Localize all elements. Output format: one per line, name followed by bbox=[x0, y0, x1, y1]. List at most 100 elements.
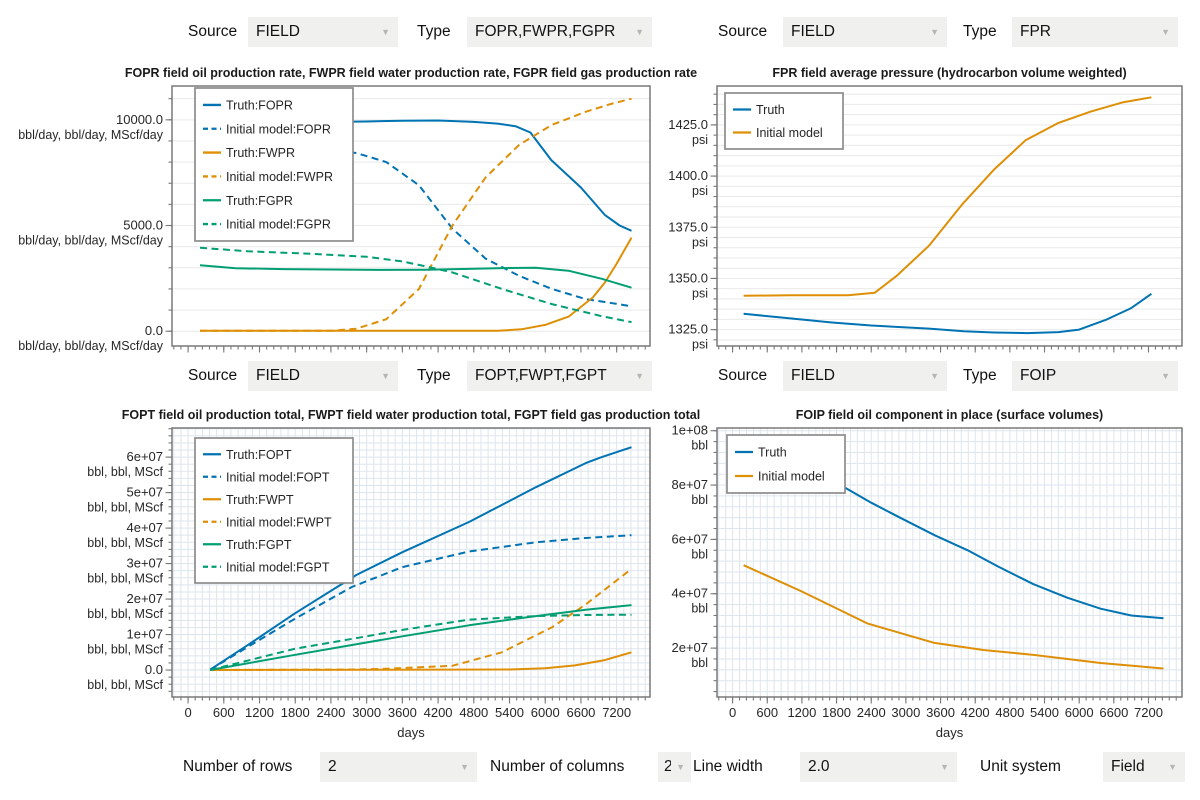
svg-text:Initial model:FGPT: Initial model:FGPT bbox=[226, 560, 330, 574]
svg-text:bbl, bbl, MScf: bbl, bbl, MScf bbox=[87, 643, 163, 657]
type-select-4-value: FOIP bbox=[1020, 367, 1057, 384]
type-select-4[interactable]: FOIP ▼ bbox=[1012, 361, 1178, 391]
unit-system-select-value: Field bbox=[1111, 758, 1145, 775]
dropdown-arrow-icon: ▼ bbox=[635, 27, 644, 37]
svg-text:Initial model:FWPT: Initial model:FWPT bbox=[226, 515, 332, 529]
svg-text:1200: 1200 bbox=[245, 705, 274, 720]
svg-text:bbl, bbl, MScf: bbl, bbl, MScf bbox=[87, 678, 163, 692]
svg-text:FPR field average pressure (hy: FPR field average pressure (hydrocarbon … bbox=[772, 66, 1126, 80]
svg-text:psi: psi bbox=[692, 184, 708, 198]
dropdown-arrow-icon: ▼ bbox=[930, 371, 939, 381]
svg-text:Initial model: Initial model bbox=[756, 126, 823, 140]
type-label: Type bbox=[417, 367, 451, 384]
svg-text:psi: psi bbox=[692, 133, 708, 147]
unit-system-select[interactable]: Field ▼ bbox=[1103, 752, 1185, 782]
svg-text:4200: 4200 bbox=[961, 705, 990, 720]
svg-text:8e+07: 8e+07 bbox=[671, 477, 708, 492]
svg-text:1800: 1800 bbox=[281, 705, 310, 720]
line-width-select-value: 2.0 bbox=[808, 758, 830, 775]
svg-text:bbl: bbl bbox=[691, 493, 708, 507]
line-width-select[interactable]: 2.0 ▼ bbox=[800, 752, 957, 782]
svg-text:psi: psi bbox=[692, 286, 708, 300]
number-of-columns-label: Number of columns bbox=[490, 758, 625, 775]
svg-text:Truth:FGPT: Truth:FGPT bbox=[226, 538, 292, 552]
svg-text:6600: 6600 bbox=[1099, 705, 1128, 720]
svg-text:Truth:FWPR: Truth:FWPR bbox=[226, 146, 295, 160]
type-select-1-value: FOPR,FWPR,FGPR bbox=[475, 23, 616, 40]
svg-text:bbl: bbl bbox=[691, 656, 708, 670]
svg-text:6000: 6000 bbox=[531, 705, 560, 720]
svg-text:3000: 3000 bbox=[352, 705, 381, 720]
svg-text:3000: 3000 bbox=[891, 705, 920, 720]
rows-select[interactable]: 2 ▼ bbox=[320, 752, 477, 782]
svg-text:days: days bbox=[936, 725, 964, 740]
svg-text:FOPT field oil production tota: FOPT field oil production total, FWPT fi… bbox=[122, 408, 700, 422]
svg-text:bbl/day, bbl/day, MScf/day: bbl/day, bbl/day, MScf/day bbox=[18, 339, 164, 353]
svg-text:6e+07: 6e+07 bbox=[671, 531, 708, 546]
dropdown-arrow-icon: ▼ bbox=[381, 371, 390, 381]
line-width-label: Line width bbox=[693, 758, 763, 775]
svg-text:5000.0: 5000.0 bbox=[123, 218, 163, 233]
source-select-4-value: FIELD bbox=[791, 367, 835, 384]
svg-text:7200: 7200 bbox=[602, 705, 631, 720]
svg-text:bbl: bbl bbox=[691, 439, 708, 453]
svg-text:Truth:FOPR: Truth:FOPR bbox=[226, 98, 293, 112]
svg-text:bbl, bbl, MScf: bbl, bbl, MScf bbox=[87, 572, 163, 586]
svg-text:Initial model:FWPR: Initial model:FWPR bbox=[226, 170, 333, 184]
source-select-3-value: FIELD bbox=[256, 367, 300, 384]
type-select-2[interactable]: FPR ▼ bbox=[1012, 17, 1178, 47]
chart-foip: 1e+08bbl8e+07bbl6e+07bbl4e+07bbl2e+07bbl… bbox=[671, 408, 1183, 740]
svg-text:Initial model:FOPT: Initial model:FOPT bbox=[226, 470, 330, 484]
unit-system-label: Unit system bbox=[980, 758, 1061, 775]
source-label: Source bbox=[188, 367, 238, 384]
type-select-3-value: FOPT,FWPT,FGPT bbox=[475, 367, 607, 384]
columns-select-value: 2 bbox=[664, 758, 672, 775]
svg-text:bbl, bbl, MScf: bbl, bbl, MScf bbox=[87, 607, 163, 621]
svg-text:1800: 1800 bbox=[822, 705, 851, 720]
svg-text:Truth: Truth bbox=[758, 446, 787, 460]
svg-text:Initial model:FGPR: Initial model:FGPR bbox=[226, 218, 331, 232]
svg-text:4800: 4800 bbox=[459, 705, 488, 720]
svg-text:4800: 4800 bbox=[995, 705, 1024, 720]
svg-text:10000.0: 10000.0 bbox=[116, 112, 163, 127]
svg-text:1e+07: 1e+07 bbox=[126, 627, 163, 642]
dropdown-arrow-icon: ▼ bbox=[930, 27, 939, 37]
svg-text:Initial model:FOPR: Initial model:FOPR bbox=[226, 122, 331, 136]
type-label: Type bbox=[417, 23, 451, 40]
dropdown-arrow-icon: ▼ bbox=[1161, 371, 1170, 381]
source-select-3[interactable]: FIELD ▼ bbox=[248, 361, 398, 391]
source-select-1-value: FIELD bbox=[256, 23, 300, 40]
svg-text:2400: 2400 bbox=[857, 705, 886, 720]
dropdown-arrow-icon: ▼ bbox=[1168, 762, 1177, 772]
type-select-1[interactable]: FOPR,FWPR,FGPR ▼ bbox=[467, 17, 652, 47]
source-label: Source bbox=[188, 23, 238, 40]
source-select-1[interactable]: FIELD ▼ bbox=[248, 17, 398, 47]
svg-text:1200: 1200 bbox=[787, 705, 816, 720]
svg-text:6000: 6000 bbox=[1065, 705, 1094, 720]
svg-text:bbl, bbl, MScf: bbl, bbl, MScf bbox=[87, 501, 163, 515]
svg-text:psi: psi bbox=[692, 338, 708, 352]
svg-text:1350.0: 1350.0 bbox=[668, 270, 708, 285]
type-select-3[interactable]: FOPT,FWPT,FGPT ▼ bbox=[467, 361, 652, 391]
svg-text:bbl, bbl, MScf: bbl, bbl, MScf bbox=[87, 536, 163, 550]
source-select-4[interactable]: FIELD ▼ bbox=[783, 361, 947, 391]
svg-text:bbl: bbl bbox=[691, 602, 708, 616]
number-of-rows-label: Number of rows bbox=[183, 758, 293, 775]
svg-text:0: 0 bbox=[729, 705, 736, 720]
svg-text:bbl/day, bbl/day, MScf/day: bbl/day, bbl/day, MScf/day bbox=[18, 234, 164, 248]
rows-select-value: 2 bbox=[328, 758, 337, 775]
svg-text:Truth:FGPR: Truth:FGPR bbox=[226, 194, 293, 208]
svg-text:4200: 4200 bbox=[424, 705, 453, 720]
dropdown-arrow-icon: ▼ bbox=[676, 762, 685, 772]
svg-text:1e+08: 1e+08 bbox=[671, 423, 708, 438]
svg-text:1400.0: 1400.0 bbox=[668, 168, 708, 183]
columns-select[interactable]: 2 ▼ bbox=[658, 752, 691, 782]
source-select-2[interactable]: FIELD ▼ bbox=[783, 17, 947, 47]
svg-text:6e+07: 6e+07 bbox=[126, 449, 163, 464]
svg-text:0.0: 0.0 bbox=[145, 662, 163, 677]
svg-text:Initial model: Initial model bbox=[758, 470, 825, 484]
svg-text:1375.0: 1375.0 bbox=[668, 219, 708, 234]
